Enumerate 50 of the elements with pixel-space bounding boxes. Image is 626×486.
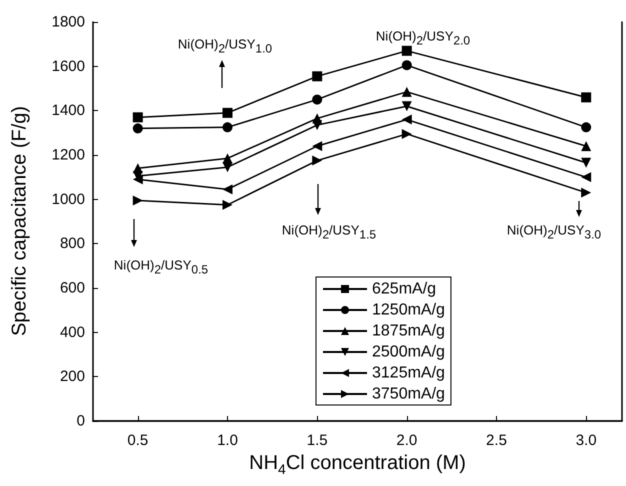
point — [402, 114, 412, 125]
point — [402, 46, 412, 56]
point — [132, 174, 143, 184]
y-tick-label: 1800 — [52, 14, 85, 30]
x-tick-label: 2.5 — [486, 432, 507, 449]
point — [312, 141, 322, 152]
y-tick-label: 1000 — [52, 190, 85, 208]
point — [581, 172, 592, 182]
y-tick-label: 1200 — [52, 146, 85, 164]
y-tick-label: 1400 — [52, 102, 85, 120]
point — [312, 120, 322, 130]
x-tick-label: 0.5 — [127, 432, 148, 449]
x-tick-label: 1.0 — [217, 432, 238, 449]
y-tick-label: 200 — [60, 368, 85, 386]
point — [312, 94, 322, 105]
point — [402, 86, 412, 97]
point — [222, 162, 232, 172]
point — [222, 108, 232, 118]
point — [222, 200, 232, 210]
point — [581, 141, 592, 152]
point — [132, 112, 143, 122]
point — [581, 188, 592, 198]
legend-label: 3750mA/g — [372, 386, 445, 402]
point — [312, 156, 322, 166]
x-tick-label: 2.0 — [396, 432, 418, 449]
y-axis-title: Specific capacitance (F/g) — [8, 106, 32, 336]
y-tick-label: 400 — [60, 324, 85, 341]
point — [402, 128, 412, 139]
y-tick-label: 600 — [60, 280, 85, 296]
y-tick-label: 1600 — [52, 58, 85, 75]
x-axis-title: NH$_{4}$Cl concentration (M) — [248, 452, 467, 477]
y-tick-label: 800 — [60, 235, 85, 252]
legend-label: 3125mA/g — [372, 364, 445, 382]
point — [132, 123, 143, 134]
point — [581, 122, 592, 132]
point — [312, 71, 322, 82]
x-tick-label: 1.5 — [306, 432, 328, 449]
point — [132, 195, 143, 206]
legend-label: 2500mA/g — [372, 344, 445, 360]
x-tick-label: 3.0 — [576, 432, 597, 449]
y-tick-label: 0 — [76, 412, 85, 430]
legend-label: 1875mA/g — [372, 322, 445, 340]
point — [581, 158, 592, 168]
point — [402, 60, 412, 70]
legend-label: 1250mA/g — [372, 302, 445, 318]
point — [222, 184, 232, 194]
point — [402, 101, 412, 112]
legend-label: 625mA/g — [372, 280, 436, 298]
point — [581, 92, 592, 102]
point — [222, 122, 232, 132]
